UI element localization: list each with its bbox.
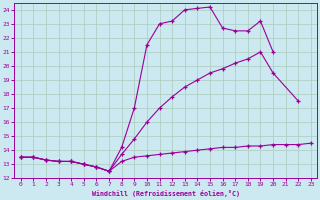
X-axis label: Windchill (Refroidissement éolien,°C): Windchill (Refroidissement éolien,°C) xyxy=(92,190,240,197)
